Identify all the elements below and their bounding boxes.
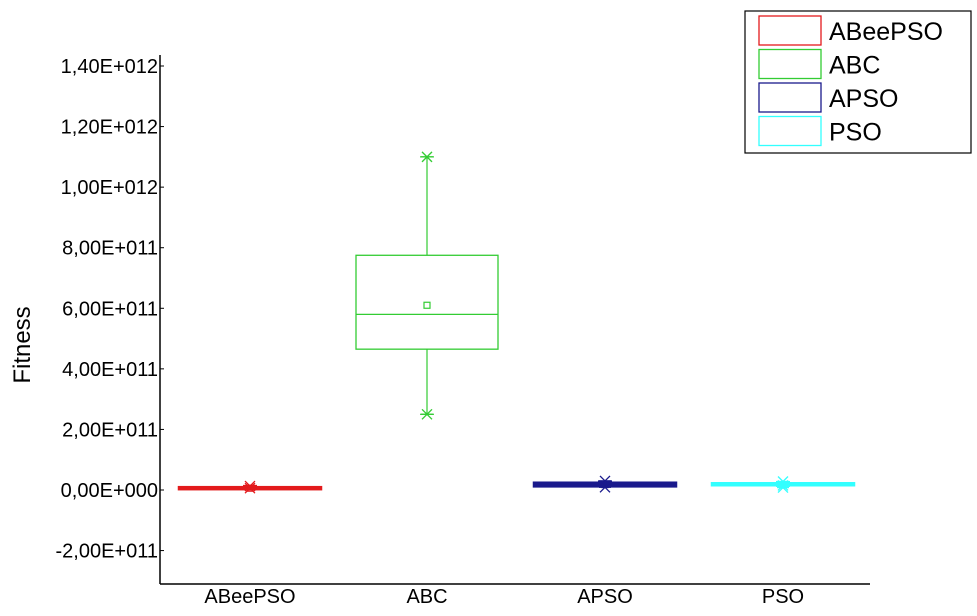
outlier-point [421, 408, 433, 420]
y-tick-label: 0,00E+000 [61, 480, 158, 502]
y-tick-label: 6,00E+011 [62, 298, 158, 320]
y-tick-label: -2,00E+011 [56, 541, 159, 563]
legend: ABeePSO ABC APSO PSO [744, 10, 972, 154]
outlier-point [244, 482, 256, 494]
box-abc [355, 156, 499, 415]
y-tick-label: 8,00E+011 [62, 238, 158, 260]
x-tick-label: ABeePSO [204, 586, 295, 608]
legend-swatch [758, 115, 822, 147]
legend-label: ABeePSO [829, 18, 943, 46]
y-axis-title: Fitness [9, 306, 36, 383]
x-tick-label: APSO [577, 586, 633, 608]
outlier-point [421, 151, 433, 163]
box-rect [355, 254, 499, 350]
y-tick-label: 2,00E+011 [62, 419, 158, 441]
outlier-point [599, 481, 611, 493]
y-tick-label: 4,00E+011 [62, 359, 158, 381]
legend-swatch [758, 15, 822, 46]
y-tick-label: 1,20E+012 [61, 117, 158, 139]
x-tick-label: PSO [762, 586, 804, 608]
legend-swatch [758, 82, 822, 113]
x-tick-label: ABC [406, 586, 447, 608]
legend-label: ABC [829, 52, 880, 80]
y-tick-label: 1,00E+012 [61, 177, 158, 199]
outlier-point [777, 482, 789, 494]
legend-frame [744, 10, 972, 154]
legend-swatch [758, 48, 822, 80]
outlier-point [244, 480, 256, 492]
legend-label: PSO [829, 119, 882, 147]
y-tick-label: 1,40E+012 [61, 56, 158, 78]
outlier-point [777, 479, 789, 491]
legend-label: APSO [829, 85, 898, 113]
mean-marker [423, 301, 431, 309]
